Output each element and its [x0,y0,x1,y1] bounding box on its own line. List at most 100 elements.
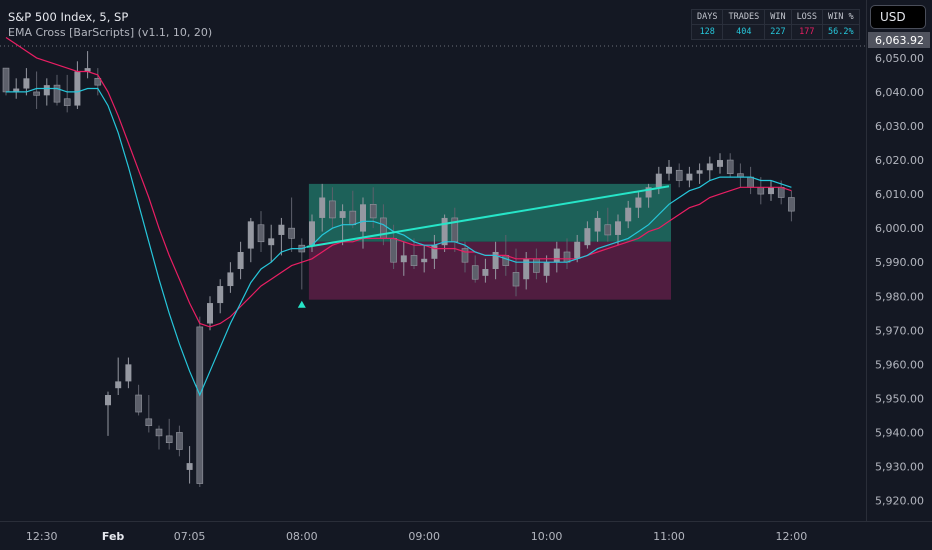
candle [706,156,713,181]
stats-header-loss: LOSS [790,9,824,25]
candle-body [461,248,469,263]
candle-body [268,238,275,246]
candle [441,214,448,252]
candle-body [492,251,499,270]
candle-body [288,227,295,239]
price-tick-label: 5,930.00 [875,461,924,474]
candle-body [645,187,652,198]
candle [227,262,234,293]
candle-body [441,217,448,246]
currency-button[interactable]: USD [870,5,926,29]
stats-header-trades: TRADES [722,9,766,25]
candle-body [125,364,132,382]
price-tick-label: 6,040.00 [875,86,924,99]
stats-value-row: 128 404 227 177 56.2% [690,24,860,40]
candle-body [63,98,71,106]
time-tick-label: 07:05 [174,530,206,543]
candle-body [635,197,642,208]
candle-body [349,210,357,226]
candle-body [421,258,428,263]
candle [666,160,672,181]
candle [625,200,632,229]
stats-header-win-pct: WIN % [822,9,860,25]
candle-body [604,224,612,236]
candle [105,391,111,436]
candle-body [696,170,703,174]
candle [635,190,642,218]
candle-body [788,197,795,212]
candle-body [319,197,326,218]
candle-body [666,166,672,174]
candle [717,153,723,174]
candle-body [257,224,265,243]
candle [2,67,10,96]
price-tick-label: 6,000.00 [875,222,924,235]
candle-body [74,71,81,106]
candle-body [471,265,479,280]
chart-title[interactable]: S&P 500 Index, 5, SP [8,10,129,24]
candle [696,163,703,184]
candle-body [717,160,723,167]
price-tick-label: 6,020.00 [875,154,924,167]
candle [726,153,734,178]
candle [63,74,71,113]
candle-body [237,251,244,270]
candle [288,197,295,252]
candle [360,197,366,249]
candle-body [410,255,418,266]
candle-body [482,269,489,276]
candle-body [196,326,204,484]
price-tick-label: 5,980.00 [875,290,924,303]
indicator-label[interactable]: EMA Cross [BarScripts] (v1.1, 10, 20) [8,26,213,39]
candle-body [594,217,601,232]
candle-body [278,224,285,235]
candle-body [574,241,581,259]
price-axis[interactable]: 5,920.00 5,930.00 5,940.00 5,950.00 5,960.00… [875,18,924,508]
time-axis[interactable]: 12:30 Feb 07:05 08:00 09:00 10:00 11:00 12:00 [26,530,807,543]
candle-body [43,85,50,96]
candle [788,190,795,222]
candle [594,211,601,242]
fast-ema-line [6,87,792,397]
candle [53,74,61,106]
candle-body [53,84,61,103]
candle [94,68,102,96]
candle-body [768,187,774,195]
stats-value-win-pct: 56.2% [822,24,860,40]
candle [482,258,489,283]
stats-table: DAYS TRADES WIN LOSS WIN % 128 404 227 1… [690,9,860,40]
stats-header-row: DAYS TRADES WIN LOSS WIN % [690,9,860,25]
candle [512,248,520,297]
stats-value-win: 227 [764,24,792,40]
candle [237,241,244,280]
candle [543,255,550,283]
time-tick-label: Feb [102,530,125,543]
candle-body [155,428,163,437]
candle [615,214,621,246]
candle-body [84,68,91,72]
trade-line [306,185,670,248]
candle [686,166,693,188]
candle-body [686,173,693,181]
candle [165,418,173,450]
candle [319,183,326,232]
time-tick-label: 08:00 [286,530,318,543]
stats-header-win: WIN [764,9,792,25]
candle-body [615,221,621,235]
candle [23,68,30,96]
candle [125,357,132,389]
price-tick-label: 6,010.00 [875,188,924,201]
candle [278,217,285,256]
stats-value-trades: 404 [722,24,766,40]
candle-body [247,221,254,249]
candle-body [145,418,153,426]
candle-body [207,303,213,324]
candle-body [625,207,632,222]
slow-ema-line [5,37,792,328]
stats-value-loss: 177 [790,24,824,40]
candle [186,446,193,484]
price-tick-label: 5,920.00 [875,495,924,508]
candle [655,166,662,195]
candle [268,224,275,263]
